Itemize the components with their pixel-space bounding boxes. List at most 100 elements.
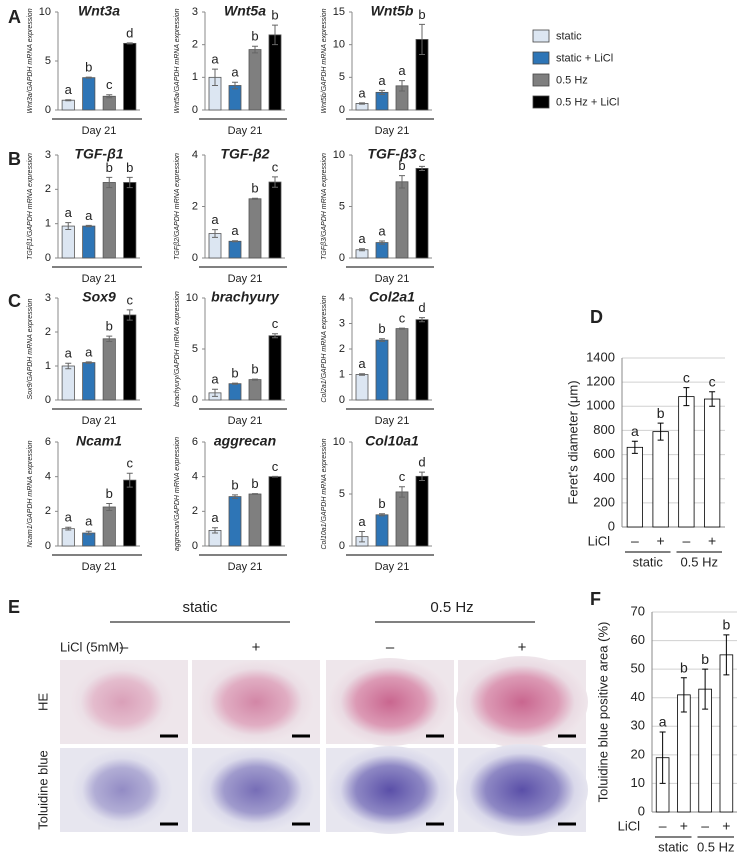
significance-letter: c [127, 292, 134, 307]
bar [395, 181, 409, 259]
y-tick-label: 2 [192, 39, 198, 51]
significance-letter: a [65, 82, 73, 97]
y-tick-label: 1000 [586, 398, 615, 413]
significance-letter: b [85, 60, 92, 75]
error-bar [212, 388, 218, 397]
y-tick-label: 2 [45, 183, 51, 195]
y-tick-label: 6 [192, 436, 198, 448]
significance-letter: b [378, 496, 385, 511]
chart-title: TGF-β1 [74, 146, 123, 162]
x-axis-label: Day 21 [375, 273, 410, 285]
significance-letter: a [65, 205, 73, 220]
y-tick-label: 5 [339, 488, 345, 500]
error-bar [126, 472, 133, 488]
error-bar [419, 165, 425, 171]
panel-label: D [590, 307, 603, 327]
significance-letter: a [398, 63, 406, 78]
y-axis-label: Col10a1/GAPDH mRNA expression [321, 438, 328, 549]
significance-letter: a [659, 714, 667, 730]
y-tick-label: 0 [339, 104, 345, 116]
bar [719, 654, 734, 813]
y-axis-label: TGFβ1/GAPDH mRNA expression [27, 153, 34, 260]
significance-letter: a [85, 514, 93, 529]
y-tick-label: 10 [39, 6, 51, 18]
x-tick-label: + [722, 818, 730, 834]
y-tick-label: 50 [631, 661, 645, 676]
condition-value: + [252, 639, 261, 656]
bar [268, 34, 282, 111]
error-bar [65, 99, 72, 102]
bar [704, 398, 721, 528]
y-tick-label: 6 [45, 436, 51, 448]
y-axis-label: TGFβ2/GAPDH mRNA expression [174, 153, 181, 260]
panel-label: E [8, 597, 20, 617]
condition-label: LiCl (5mM) [60, 639, 124, 654]
significance-letter: a [358, 231, 366, 246]
y-axis-label: Col2a1/GAPDH mRNA expression [321, 295, 328, 402]
bar [61, 528, 75, 547]
error-bar [399, 80, 405, 92]
chart-title: Wnt5a [224, 3, 266, 19]
error-bar [65, 526, 72, 531]
error-bar [683, 387, 690, 407]
significance-letter: a [85, 344, 93, 359]
x-tick-label: – [659, 818, 667, 834]
scale-bars [160, 734, 576, 826]
y-tick-label: 4 [192, 471, 198, 483]
error-bar [106, 335, 113, 343]
error-bar [379, 338, 385, 342]
x-axis-label: Day 21 [375, 415, 410, 427]
y-tick-label: 10 [631, 775, 645, 790]
tissue [198, 748, 314, 832]
significance-letter: b [271, 8, 278, 23]
y-tick-label: 1200 [586, 374, 615, 389]
y-tick-label: 200 [593, 494, 615, 509]
y-tick-label: 1400 [586, 349, 615, 364]
y-tick-label: 1 [45, 360, 51, 372]
x-axis-label: Day 21 [375, 125, 410, 137]
error-bar [252, 493, 258, 495]
error-bar [85, 224, 92, 228]
error-bar [272, 24, 278, 46]
error-bar [212, 229, 218, 238]
chart-title: Sox9 [82, 289, 116, 305]
y-tick-label: 0 [192, 252, 198, 264]
error-bar [419, 317, 425, 323]
y-tick-label: 3 [192, 6, 198, 18]
bar [123, 182, 137, 259]
significance-letter: c [399, 311, 406, 326]
error-bar [232, 382, 238, 385]
significance-letter: c [106, 77, 113, 92]
significance-letter: b [680, 659, 688, 675]
micrographs [60, 621, 588, 836]
bar [102, 506, 116, 547]
error-bar [252, 45, 258, 54]
bar [123, 42, 137, 111]
error-bar [680, 677, 687, 713]
error-bar [359, 248, 365, 252]
row-label: HE [35, 693, 50, 711]
y-tick-label: 0 [192, 104, 198, 116]
panel-label: F [590, 589, 601, 609]
bar [415, 167, 429, 259]
y-tick-label: 0 [638, 803, 645, 818]
error-bar [359, 102, 365, 105]
significance-letter: b [251, 181, 258, 196]
y-tick-label: 0 [608, 518, 615, 533]
y-tick-label: 0 [45, 104, 51, 116]
tissue [328, 746, 452, 834]
y-tick-label: 0 [45, 540, 51, 552]
tissue [198, 660, 314, 744]
y-tick-label: 0 [192, 540, 198, 552]
bar [102, 182, 116, 259]
x-tick-label: – [701, 818, 709, 834]
error-bar [85, 76, 92, 79]
legend-swatch [532, 73, 550, 87]
y-tick-label: 0 [339, 252, 345, 264]
bar [102, 338, 116, 401]
condition-value: – [120, 639, 129, 656]
error-bar [272, 475, 278, 478]
error-bar [419, 471, 425, 481]
error-bar [212, 527, 218, 534]
